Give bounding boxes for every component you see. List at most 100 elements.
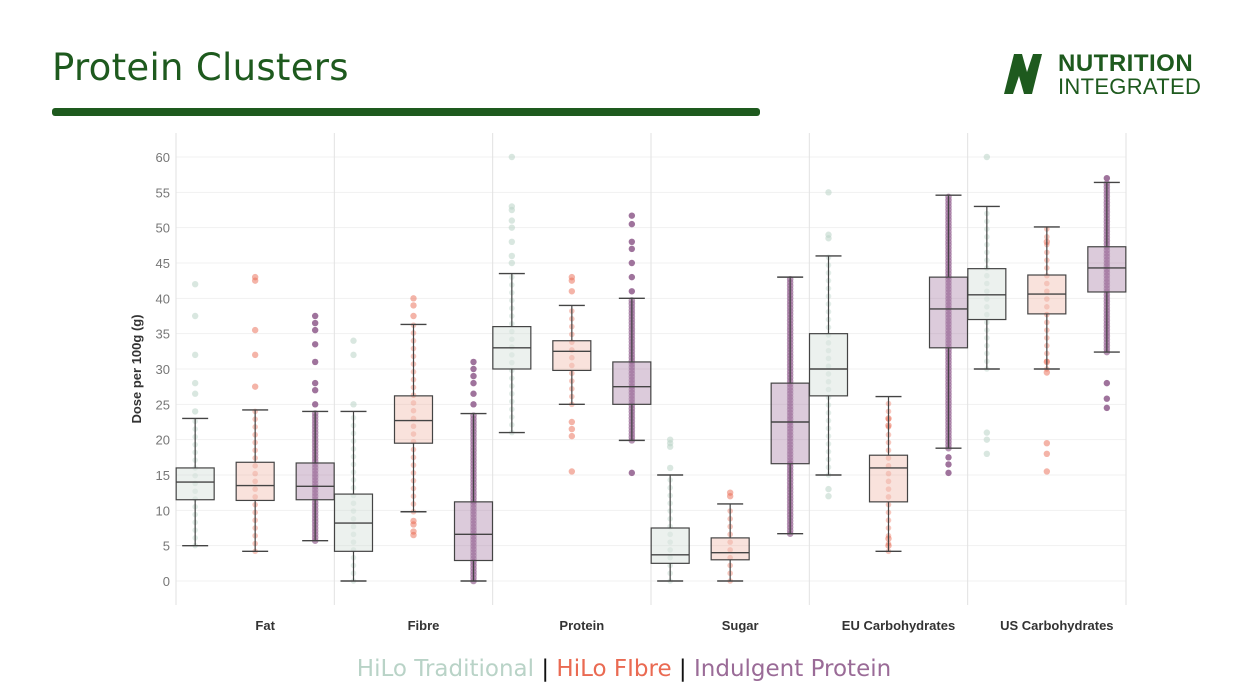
y-tick-label: 35 <box>156 327 170 342</box>
data-point <box>825 371 832 377</box>
x-category-label: Fibre <box>408 618 440 633</box>
outlier-point <box>508 259 516 267</box>
data-point <box>984 288 990 295</box>
data-point <box>885 486 892 492</box>
outlier-point <box>311 326 319 334</box>
outlier-point <box>191 408 199 415</box>
data-point <box>252 478 258 485</box>
box-iqr <box>710 537 750 561</box>
box-iqr <box>1087 246 1127 293</box>
outlier-point <box>470 365 477 373</box>
title-underline <box>52 108 760 116</box>
data-point <box>509 336 515 343</box>
outlier-point <box>410 312 417 320</box>
x-category-label: Fat <box>255 618 275 633</box>
data-point <box>825 340 832 346</box>
data-point <box>667 554 673 561</box>
data-point <box>350 516 357 522</box>
outlier-point <box>508 252 516 260</box>
y-axis-label: Dose per 100g (g) <box>129 314 144 423</box>
outlier-point <box>470 372 477 380</box>
legend-item-hilo-fibre: HiLo FIbre <box>556 656 672 682</box>
box-iqr <box>453 501 494 562</box>
data-point <box>667 531 673 538</box>
outlier-point <box>825 189 832 196</box>
data-point <box>1044 296 1050 302</box>
data-point <box>885 455 892 461</box>
data-point <box>509 328 515 335</box>
outlier-point <box>508 153 516 161</box>
outlier-point <box>628 238 636 245</box>
data-point <box>252 494 258 500</box>
data-point <box>984 311 990 318</box>
outlier-point <box>508 238 516 245</box>
data-point <box>984 296 990 302</box>
outlier-point <box>311 379 319 387</box>
box-iqr <box>235 461 275 502</box>
outlier-point <box>628 220 636 228</box>
box-plot-chart: 0 5 10 15 20 25 30 35 40 45 50 55 60 Dose per 100g (g… <box>129 133 1127 633</box>
box-iqr <box>175 467 215 501</box>
outlier-point <box>983 450 991 457</box>
outlier-point <box>945 469 952 477</box>
y-tick-label: 45 <box>156 256 170 271</box>
box-iqr <box>928 276 969 349</box>
data-point <box>667 539 673 545</box>
y-tick-label: 20 <box>156 433 170 448</box>
data-point <box>727 539 733 545</box>
outlier-point <box>825 493 832 500</box>
outlier-point <box>983 429 991 436</box>
data-point <box>350 500 357 507</box>
y-tick-label: 40 <box>156 291 170 306</box>
outlier-point <box>311 358 319 366</box>
data-point <box>1044 272 1050 279</box>
outlier-point <box>983 153 991 161</box>
data-point <box>885 463 892 469</box>
box-iqr <box>612 361 652 405</box>
y-tick-label: 10 <box>156 503 170 518</box>
y-tick-label: 15 <box>156 468 170 483</box>
data-point <box>350 523 357 530</box>
outlier-point <box>251 273 259 281</box>
outlier-point <box>628 259 636 267</box>
y-tick-label: 30 <box>156 362 170 377</box>
data-point <box>350 539 357 545</box>
outlier-point <box>628 212 636 219</box>
data-point <box>509 352 515 358</box>
data-point <box>569 362 575 369</box>
box-iqr <box>552 340 592 372</box>
data-point <box>252 486 258 492</box>
page-title: Protein Clusters <box>52 46 349 89</box>
data-point <box>825 386 832 393</box>
data-point <box>727 554 733 561</box>
outlier-point <box>191 281 199 288</box>
outlier-point <box>410 295 417 302</box>
outlier-point <box>1103 395 1111 402</box>
data-point <box>984 304 990 310</box>
data-point <box>252 470 258 477</box>
outlier-point <box>1103 175 1111 182</box>
outlier-point <box>945 461 952 468</box>
data-point <box>410 400 417 406</box>
data-point <box>1044 280 1050 287</box>
data-point <box>984 280 990 287</box>
outlier-point <box>568 432 576 440</box>
data-point <box>410 407 417 414</box>
legend-item-hilo-traditional: HiLo Traditional <box>356 656 535 682</box>
outlier-point <box>508 217 516 224</box>
outlier-point <box>825 231 832 238</box>
outlier-point <box>628 273 636 281</box>
x-category-label: EU Carbohydrates <box>842 618 955 633</box>
outlier-point <box>825 485 832 493</box>
outlier-point <box>508 224 516 231</box>
outlier-point <box>983 436 991 443</box>
outlier-point <box>251 383 259 390</box>
chart-legend: HiLo Traditional | HiLo FIbre | Indulgen… <box>0 656 1248 682</box>
legend-separator: | <box>541 656 550 682</box>
x-category-label: US Carbohydrates <box>1000 618 1113 633</box>
legend-separator: | <box>678 656 687 682</box>
y-tick-label: 5 <box>163 539 170 554</box>
data-point <box>667 547 673 553</box>
data-point <box>984 272 990 279</box>
outlier-point <box>1103 404 1111 412</box>
